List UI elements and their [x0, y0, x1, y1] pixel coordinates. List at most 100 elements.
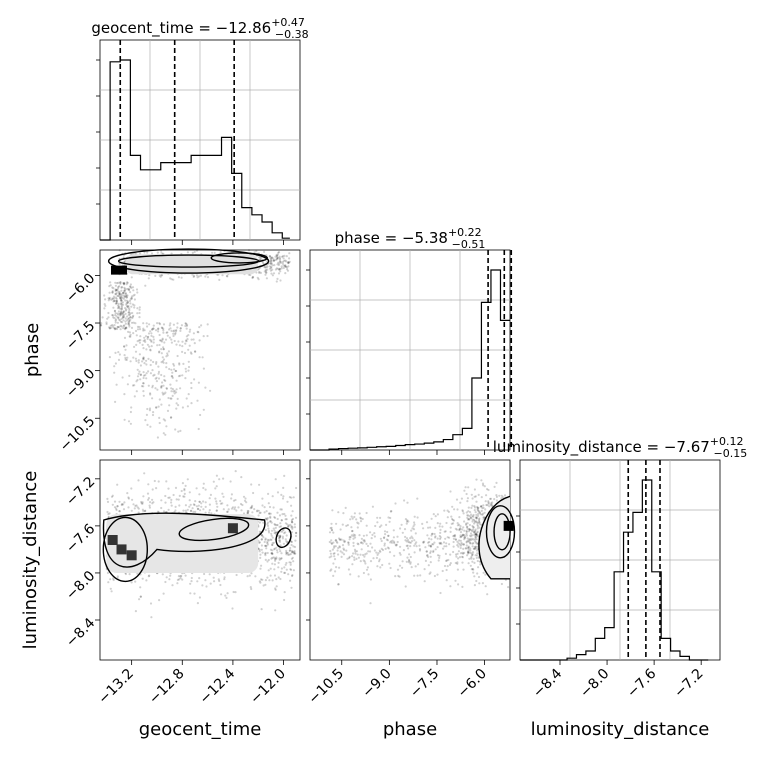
scatter-point [288, 260, 291, 263]
scatter-point [103, 294, 106, 297]
scatter-point [148, 338, 152, 341]
scatter-point [278, 558, 281, 561]
scatter-point [330, 555, 333, 558]
scatter-point [291, 551, 294, 554]
scatter-point [257, 514, 260, 517]
scatter-point [409, 541, 412, 544]
scatter-point [471, 560, 474, 563]
scatter-point [414, 565, 417, 568]
scatter-point [151, 413, 155, 417]
scatter-point [456, 552, 459, 556]
scatter-point [290, 525, 293, 528]
scatter-point [191, 251, 194, 254]
scatter-point [285, 561, 288, 565]
scatter-point [132, 314, 135, 317]
scatter-point [131, 316, 134, 320]
scatter-point [440, 542, 443, 545]
scatter-point [260, 534, 263, 537]
scatter-point [137, 479, 140, 482]
scatter-point [217, 578, 220, 581]
scatter-point [133, 507, 136, 510]
scatter-point [118, 353, 121, 356]
scatter-point [261, 578, 264, 581]
x-tick-label: −8.4 [530, 666, 565, 701]
scatter-point [165, 387, 168, 390]
scatter-point [139, 339, 142, 342]
scatter-point [251, 511, 254, 514]
scatter-point [118, 293, 121, 296]
scatter-point [407, 558, 411, 562]
scatter-point [190, 402, 193, 405]
scatter-point [195, 249, 199, 252]
scatter-point [448, 563, 452, 567]
scatter-point [461, 509, 464, 512]
scatter-point [130, 581, 133, 584]
scatter-point [387, 547, 390, 550]
scatter-point [119, 328, 122, 331]
scatter-point [287, 525, 290, 528]
scatter-point [124, 287, 127, 290]
scatter-point [202, 367, 205, 370]
scatter-point [409, 555, 412, 559]
scatter-point [151, 397, 154, 400]
x-tick-label: −6.0 [455, 666, 490, 701]
scatter-point [457, 557, 460, 560]
scatter-point [283, 532, 286, 535]
scatter-point [280, 519, 283, 522]
scatter-point [429, 545, 433, 548]
scatter-point [274, 532, 277, 535]
scatter-point [150, 252, 154, 255]
scatter-point [384, 547, 387, 551]
scatter-point [172, 323, 175, 326]
scatter-point [111, 286, 114, 289]
scatter-point [295, 531, 298, 534]
scatter-point [115, 383, 118, 386]
scatter-point [269, 548, 272, 551]
scatter-point [446, 516, 449, 519]
ylabel-luminosity-distance: luminosity_distance [20, 471, 41, 650]
scatter-point [471, 542, 474, 545]
scatter-point [188, 344, 191, 347]
scatter-point [198, 493, 201, 496]
scatter-point [267, 558, 270, 562]
scatter-point [404, 539, 407, 542]
scatter-point [129, 422, 132, 425]
scatter-point [250, 587, 253, 591]
scatter-point [165, 366, 168, 369]
scatter-point [198, 577, 201, 580]
panel-luminosity-distance-vs-geocent-time [99, 459, 301, 661]
scatter-point [123, 282, 126, 285]
scatter-point [475, 533, 478, 536]
scatter-point [260, 608, 263, 611]
scatter-point [115, 288, 118, 291]
scatter-point [248, 574, 251, 577]
scatter-point [128, 299, 132, 302]
scatter-point [432, 550, 435, 554]
scatter-point [259, 567, 262, 570]
scatter-point [289, 561, 292, 564]
scatter-point [462, 547, 465, 551]
scatter-point [379, 566, 382, 569]
scatter-point [143, 362, 146, 365]
scatter-point [474, 547, 477, 550]
scatter-point [445, 521, 448, 525]
scatter-point [399, 527, 402, 530]
scatter-point [366, 566, 369, 569]
scatter-point [376, 521, 379, 524]
scatter-point [287, 261, 290, 264]
scatter-point [429, 550, 432, 553]
scatter-point [495, 494, 498, 497]
scatter-point [231, 506, 235, 509]
scatter-point [333, 546, 336, 549]
scatter-point [274, 523, 277, 527]
scatter-point [489, 503, 492, 506]
scatter-point [429, 555, 432, 558]
scatter-point [129, 410, 132, 414]
scatter-point [119, 312, 122, 315]
scatter-point [137, 507, 140, 510]
scatter-point [108, 296, 111, 299]
scatter-point [215, 502, 218, 505]
scatter-point [329, 527, 332, 530]
scatter-point [196, 507, 199, 511]
scatter-point [218, 278, 221, 281]
